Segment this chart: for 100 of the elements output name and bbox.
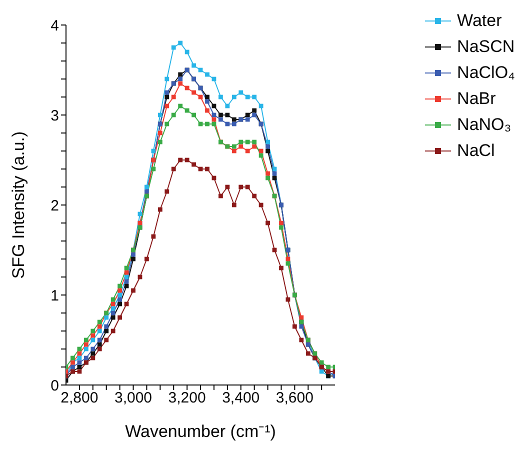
y-axis-title: SFG Intensity (a.u.) [9, 131, 28, 279]
point [70, 356, 75, 360]
point [266, 176, 270, 180]
point [232, 202, 236, 208]
point [158, 112, 162, 118]
point [104, 324, 109, 329]
point [252, 194, 257, 198]
x-axis-title: Wavenumber (cm⁻¹) [125, 422, 276, 441]
point [225, 104, 230, 108]
point [184, 158, 190, 162]
point [110, 310, 116, 316]
point [245, 148, 250, 154]
point [90, 346, 96, 352]
point [110, 302, 116, 306]
point [97, 346, 102, 352]
point [104, 315, 109, 320]
point [118, 288, 122, 293]
point [266, 148, 270, 154]
legend-label: NaClO₄ [457, 63, 515, 83]
point [238, 184, 244, 190]
point [184, 50, 190, 54]
point [90, 333, 96, 338]
y-tick-label: 3 [50, 107, 59, 124]
point [258, 104, 264, 108]
point [184, 86, 190, 90]
y-tick-label: 0 [50, 377, 59, 394]
point [151, 166, 156, 172]
point [218, 94, 223, 100]
point [266, 140, 270, 144]
point [245, 117, 250, 122]
point [110, 315, 116, 320]
point [238, 140, 244, 144]
point [205, 108, 210, 113]
point [97, 338, 102, 342]
point [97, 328, 102, 334]
point [232, 94, 236, 100]
point [90, 351, 96, 356]
point [84, 338, 88, 342]
point [326, 364, 331, 370]
point [118, 297, 122, 302]
point [279, 225, 284, 230]
point [192, 162, 196, 167]
point [131, 252, 136, 257]
point [252, 140, 257, 144]
point [205, 99, 210, 104]
point [232, 122, 236, 126]
point [164, 76, 170, 82]
point [238, 90, 244, 95]
point [245, 112, 250, 118]
point [164, 90, 170, 95]
x-tick-label: 3,200 [168, 390, 206, 407]
point [158, 207, 162, 212]
point [252, 112, 257, 118]
point [205, 72, 210, 77]
point [90, 356, 96, 360]
point [144, 256, 149, 262]
point [252, 94, 257, 100]
point [110, 306, 116, 311]
point [225, 122, 230, 126]
point [178, 40, 183, 46]
point [238, 144, 244, 149]
point [171, 94, 176, 100]
point [225, 184, 230, 190]
point [178, 81, 183, 86]
point [144, 184, 149, 190]
point [131, 256, 136, 262]
point [258, 202, 264, 208]
y-tick-label: 4 [50, 17, 59, 34]
point [266, 171, 270, 176]
point [104, 338, 109, 342]
legend-label: NaBr [457, 89, 496, 109]
point [90, 328, 96, 334]
point [258, 153, 264, 158]
point [110, 297, 116, 302]
point [218, 117, 223, 122]
point [299, 338, 304, 342]
point [232, 117, 236, 122]
point [118, 315, 122, 320]
point [118, 292, 122, 298]
x-tick-label: 3,000 [114, 390, 152, 407]
point [245, 184, 250, 190]
point [171, 166, 176, 172]
point [192, 90, 196, 95]
point [192, 63, 196, 68]
legend-label: NaSCN [457, 37, 515, 57]
point [205, 122, 210, 126]
point [178, 104, 183, 108]
point [84, 356, 88, 360]
point [258, 148, 264, 154]
point [178, 158, 183, 162]
point [232, 144, 236, 149]
point [158, 130, 162, 136]
point [279, 220, 284, 226]
point [164, 104, 170, 108]
point [97, 342, 102, 347]
point [266, 220, 270, 226]
point [245, 140, 250, 144]
legend-label: Water [457, 11, 502, 31]
point [84, 346, 88, 352]
legend-label: NaCl [457, 141, 495, 161]
